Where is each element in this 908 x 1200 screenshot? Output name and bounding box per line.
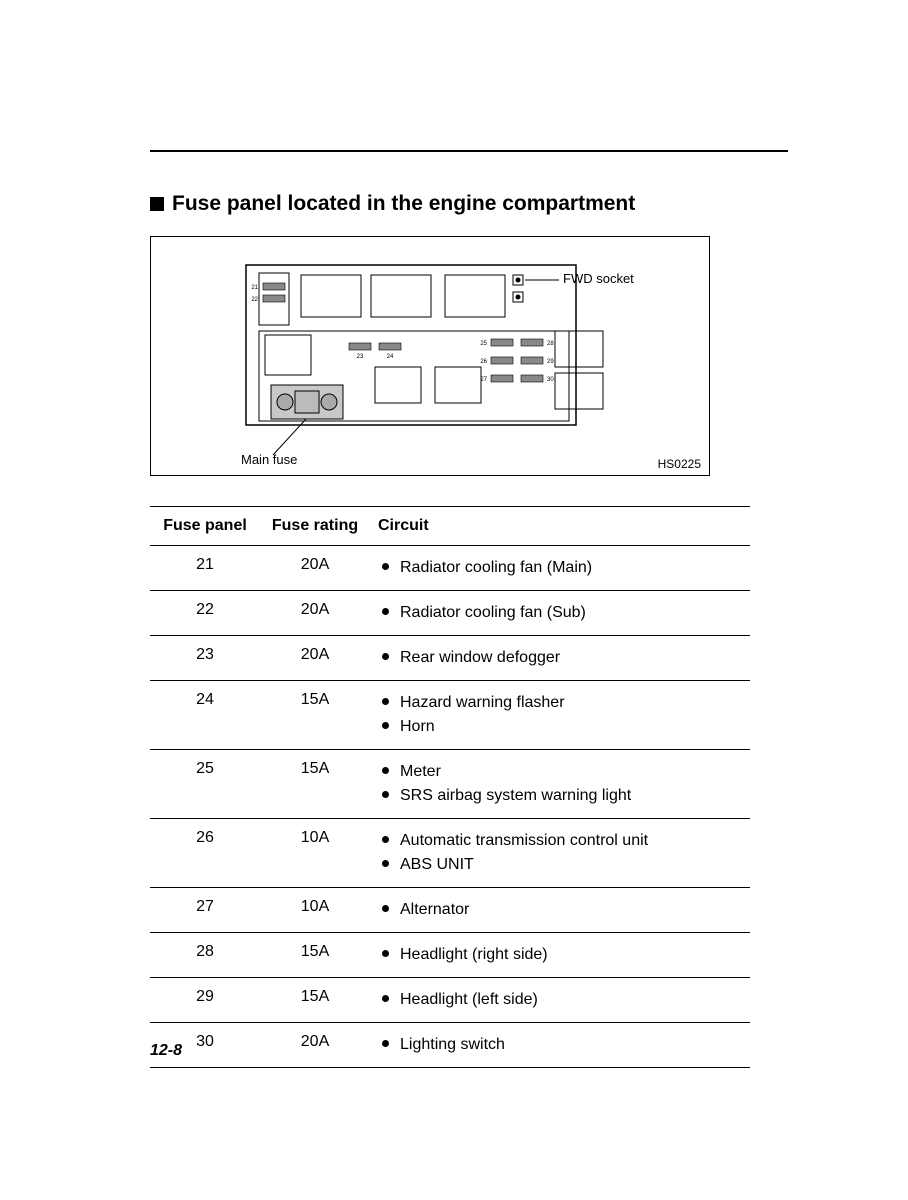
svg-text:27: 27: [480, 377, 487, 383]
svg-text:23: 23: [357, 354, 364, 360]
cell-circuit: Radiator cooling fan (Sub): [370, 591, 750, 636]
cell-fuse-rating: 20A: [260, 1023, 370, 1068]
circuit-list: Rear window defogger: [378, 646, 742, 670]
cell-fuse-panel: 24: [150, 681, 260, 750]
svg-text:22: 22: [251, 297, 258, 303]
top-horizontal-rule: [150, 150, 788, 152]
circuit-list: Headlight (left side): [378, 988, 742, 1012]
fuse-rating-table: Fuse panel Fuse rating Circuit 2120ARadi…: [150, 506, 750, 1068]
circuit-item: ABS UNIT: [378, 853, 742, 877]
circuit-item: Lighting switch: [378, 1033, 742, 1057]
cell-fuse-panel: 21: [150, 546, 260, 591]
cell-fuse-panel: 23: [150, 636, 260, 681]
diagram-ref-code: HS0225: [658, 457, 701, 471]
circuit-item: Automatic transmission control unit: [378, 829, 742, 853]
svg-text:21: 21: [251, 285, 258, 291]
table-row: 2220A Radiator cooling fan (Sub): [150, 591, 750, 636]
cell-fuse-rating: 10A: [260, 819, 370, 888]
cell-fuse-rating: 15A: [260, 681, 370, 750]
cell-circuit: Hazard warning flasherHorn: [370, 681, 750, 750]
table-row: 2320A Rear window defogger: [150, 636, 750, 681]
table-row: 2815A Headlight (right side): [150, 933, 750, 978]
table-row: 2915A Headlight (left side): [150, 978, 750, 1023]
table-row: 2610AAutomatic transmission control unit…: [150, 819, 750, 888]
cell-fuse-rating: 15A: [260, 978, 370, 1023]
circuit-item: Rear window defogger: [378, 646, 742, 670]
circuit-list: Alternator: [378, 898, 742, 922]
cell-fuse-rating: 20A: [260, 591, 370, 636]
cell-circuit: Alternator: [370, 888, 750, 933]
cell-circuit: Automatic transmission control unitABS U…: [370, 819, 750, 888]
cell-circuit: Headlight (left side): [370, 978, 750, 1023]
cell-circuit: Radiator cooling fan (Main): [370, 546, 750, 591]
svg-text:26: 26: [480, 359, 487, 365]
svg-text:30: 30: [547, 377, 554, 383]
circuit-item: Radiator cooling fan (Sub): [378, 601, 742, 625]
circuit-item: Horn: [378, 715, 742, 739]
table-row: 2120A Radiator cooling fan (Main): [150, 546, 750, 591]
circuit-item: Alternator: [378, 898, 742, 922]
table-row: 2515AMeterSRS airbag system warning ligh…: [150, 750, 750, 819]
circuit-list: Radiator cooling fan (Main): [378, 556, 742, 580]
cell-circuit: Lighting switch: [370, 1023, 750, 1068]
circuit-list: Automatic transmission control unitABS U…: [378, 829, 742, 877]
circuit-item: SRS airbag system warning light: [378, 784, 742, 808]
table-row: 2415AHazard warning flasherHorn: [150, 681, 750, 750]
header-fuse-panel: Fuse panel: [150, 507, 260, 546]
fwd-socket-label: FWD socket: [563, 271, 634, 286]
cell-circuit: Headlight (right side): [370, 933, 750, 978]
table-row: 2710A Alternator: [150, 888, 750, 933]
section-title: Fuse panel located in the engine compart…: [150, 192, 788, 216]
cell-circuit: MeterSRS airbag system warning light: [370, 750, 750, 819]
circuit-list: Radiator cooling fan (Sub): [378, 601, 742, 625]
cell-fuse-rating: 15A: [260, 750, 370, 819]
circuit-list: Headlight (right side): [378, 943, 742, 967]
circuit-item: Meter: [378, 760, 742, 784]
cell-fuse-panel: 25: [150, 750, 260, 819]
cell-fuse-panel: 28: [150, 933, 260, 978]
cell-fuse-rating: 20A: [260, 636, 370, 681]
page-number: 12-8: [150, 1042, 182, 1060]
circuit-item: Headlight (left side): [378, 988, 742, 1012]
table-header-row: Fuse panel Fuse rating Circuit: [150, 507, 750, 546]
cell-fuse-rating: 10A: [260, 888, 370, 933]
svg-text:25: 25: [480, 341, 487, 347]
svg-text:24: 24: [387, 354, 394, 360]
fuse-panel-diagram: 21 22 23 24 25 28 26 29 27 30: [150, 236, 710, 476]
circuit-list: Lighting switch: [378, 1033, 742, 1057]
title-square-icon: [150, 197, 164, 211]
circuit-item: Hazard warning flasher: [378, 691, 742, 715]
cell-circuit: Rear window defogger: [370, 636, 750, 681]
circuit-item: Radiator cooling fan (Main): [378, 556, 742, 580]
table-body: 2120ARadiator cooling fan (Main)2220ARad…: [150, 546, 750, 1068]
header-circuit: Circuit: [370, 507, 750, 546]
cell-fuse-panel: 22: [150, 591, 260, 636]
table-row: 3020ALighting switch: [150, 1023, 750, 1068]
cell-fuse-panel: 27: [150, 888, 260, 933]
cell-fuse-panel: 29: [150, 978, 260, 1023]
main-fuse-label: Main fuse: [241, 452, 297, 467]
svg-text:28: 28: [547, 341, 554, 347]
header-fuse-rating: Fuse rating: [260, 507, 370, 546]
svg-text:29: 29: [547, 359, 554, 365]
circuit-list: MeterSRS airbag system warning light: [378, 760, 742, 808]
cell-fuse-panel: 26: [150, 819, 260, 888]
circuit-item: Headlight (right side): [378, 943, 742, 967]
cell-fuse-rating: 15A: [260, 933, 370, 978]
cell-fuse-rating: 20A: [260, 546, 370, 591]
circuit-list: Hazard warning flasherHorn: [378, 691, 742, 739]
title-text: Fuse panel located in the engine compart…: [172, 192, 635, 216]
